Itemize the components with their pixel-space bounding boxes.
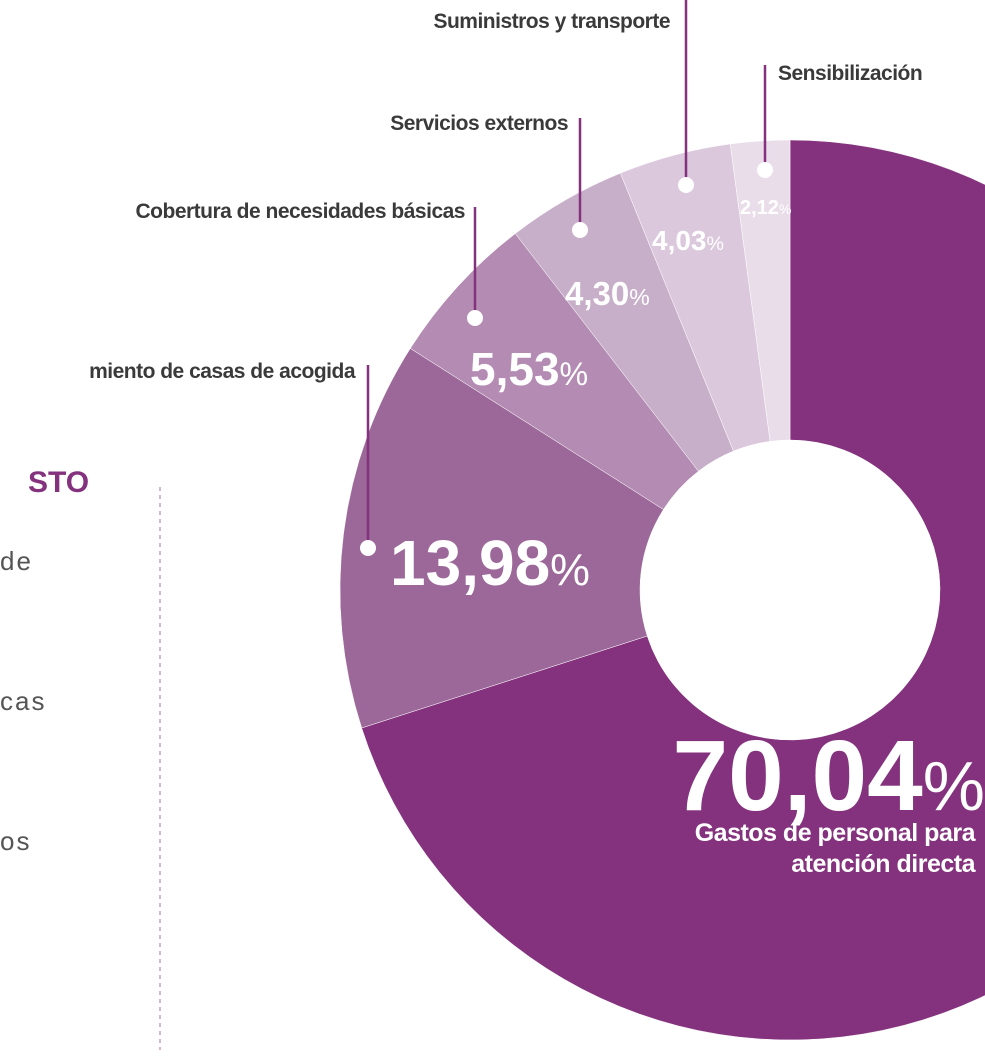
value-label: 70,04%	[673, 720, 985, 832]
panel-heading: STO	[28, 466, 89, 499]
wedges	[339, 139, 985, 1041]
value-label: 2,12%	[740, 197, 791, 219]
leader-dot	[678, 177, 694, 193]
category-label: Suministros y transporte	[433, 10, 670, 33]
main-category-label: Gastos de personal para atención directa	[694, 819, 976, 878]
wedge	[339, 348, 664, 729]
value-number: 2,12	[740, 197, 779, 219]
leader-dot	[467, 310, 483, 326]
value-number: 13,98	[390, 527, 550, 599]
wedge	[361, 139, 985, 1041]
leader-dot	[360, 540, 376, 556]
leader-dot	[572, 222, 588, 238]
panel-item: de	[0, 546, 33, 576]
category-label: miento de casas de acogida	[89, 360, 356, 383]
value-label: 4,30%	[565, 275, 650, 312]
value-unit: %	[560, 356, 589, 392]
value-label: 13,98%	[390, 527, 590, 599]
panel-item: os	[0, 826, 31, 856]
value-label: 4,03%	[652, 225, 724, 256]
category-label: Sensibilización	[778, 62, 922, 85]
value-unit: %	[629, 284, 650, 310]
value-number: 4,03	[652, 225, 707, 256]
value-unit: %	[707, 233, 724, 255]
category-label: Cobertura de necesidades básicas	[136, 200, 466, 223]
value-number: 70,04	[673, 720, 924, 832]
value-label: 5,53%	[470, 343, 588, 395]
wedge	[729, 139, 791, 442]
value-number: 4,30	[565, 275, 629, 312]
value-number: 5,53	[470, 343, 560, 395]
value-unit: %	[550, 545, 590, 595]
value-unit: %	[779, 201, 791, 217]
leader-dot	[757, 162, 773, 178]
panel-item: cas	[0, 686, 46, 716]
category-label: Servicios externos	[390, 112, 568, 135]
value-unit: %	[923, 747, 985, 825]
